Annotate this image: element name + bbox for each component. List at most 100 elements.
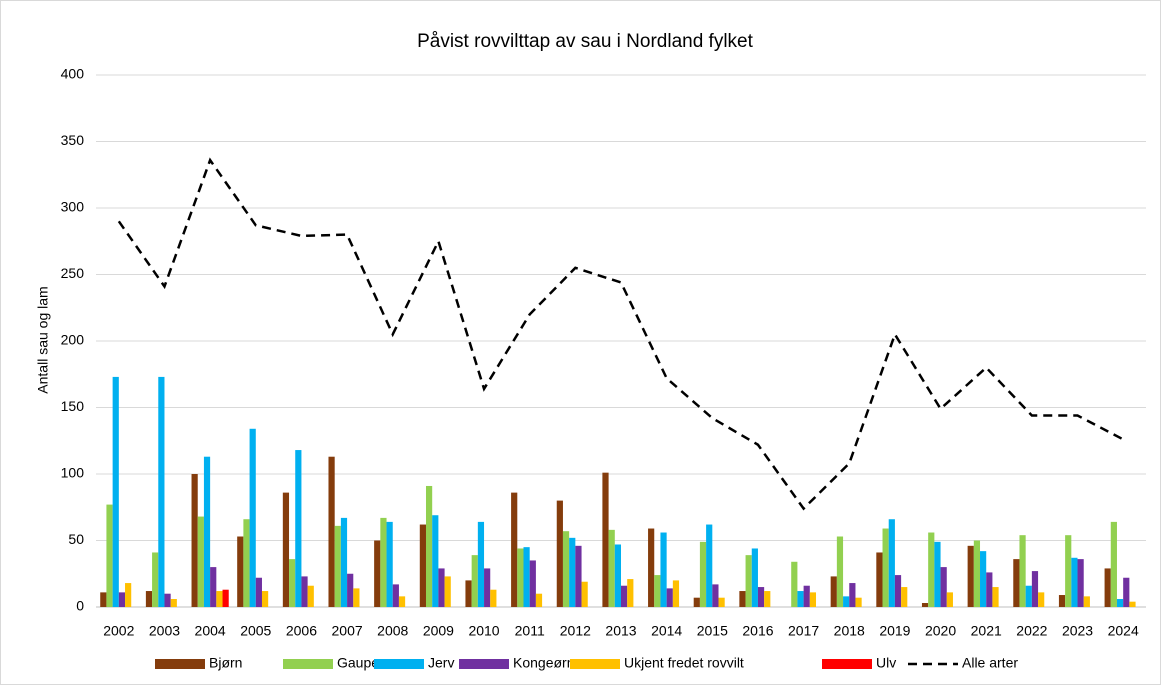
- legend-label: Alle arter: [962, 655, 1018, 671]
- bar: [712, 584, 719, 607]
- bar: [575, 545, 582, 607]
- legend-label: Bjørn: [209, 655, 242, 671]
- bar: [739, 591, 746, 607]
- bar: [535, 593, 543, 607]
- bar: [289, 559, 296, 607]
- bar: [170, 599, 177, 607]
- bar: [751, 548, 758, 607]
- bar: [602, 472, 609, 607]
- bar: [648, 528, 655, 607]
- legend-swatch: [459, 659, 509, 669]
- bar: [106, 504, 113, 607]
- bar: [1065, 535, 1072, 607]
- bar: [197, 516, 204, 607]
- bar: [158, 376, 165, 607]
- bar: [249, 428, 256, 607]
- line: [117, 157, 1124, 511]
- x-tick-label: 2024: [1108, 623, 1139, 639]
- bar: [699, 541, 707, 607]
- bar: [380, 517, 387, 607]
- bar: [654, 575, 661, 607]
- bar: [282, 492, 290, 607]
- x-tick-label: 2005: [240, 623, 271, 639]
- legend-swatch: [155, 659, 205, 669]
- bar: [191, 474, 198, 607]
- legend-label: Ukjent fredet rovvilt: [624, 655, 744, 671]
- bar: [295, 450, 302, 607]
- bar: [973, 540, 981, 607]
- bar: [569, 537, 576, 607]
- x-tick-label: 2017: [788, 623, 819, 639]
- bar: [340, 517, 348, 607]
- bar: [1116, 599, 1124, 607]
- bar: [608, 529, 615, 607]
- legend-swatch: [283, 659, 333, 669]
- bar: [797, 591, 804, 607]
- bar: [490, 589, 497, 607]
- bar: [745, 555, 752, 607]
- bar: [398, 596, 406, 607]
- x-tick-label: 2007: [332, 623, 363, 639]
- bar: [471, 555, 478, 607]
- bar: [465, 580, 472, 607]
- bar: [112, 376, 119, 607]
- bar: [210, 567, 217, 607]
- bar: [928, 532, 935, 607]
- bar: [672, 580, 680, 607]
- y-tick-label: 50: [68, 531, 84, 547]
- bar: [438, 568, 445, 607]
- bar: [614, 544, 621, 607]
- x-tick-label: 2019: [879, 623, 910, 639]
- legend-swatch: [570, 659, 620, 669]
- bar: [830, 576, 837, 607]
- bar: [980, 551, 987, 607]
- x-tick-label: 2023: [1062, 623, 1093, 639]
- bar: [100, 592, 107, 607]
- bar: [425, 485, 433, 607]
- x-tick-label: 2013: [605, 623, 636, 639]
- bar: [718, 597, 725, 607]
- bar: [517, 548, 524, 607]
- y-tick-label: 300: [61, 199, 85, 215]
- bar: [261, 591, 269, 607]
- x-tick-label: 2016: [742, 623, 773, 639]
- x-tick-label: 2018: [834, 623, 865, 639]
- bar: [392, 584, 399, 607]
- bar: [1077, 559, 1084, 607]
- y-tick-label: 350: [61, 132, 85, 148]
- bar: [1083, 596, 1090, 607]
- bar: [882, 528, 889, 607]
- bar: [477, 521, 485, 607]
- bar: [876, 552, 883, 607]
- bar: [145, 591, 153, 607]
- bar: [1071, 557, 1078, 607]
- bar: [706, 524, 713, 607]
- bar: [1104, 568, 1111, 607]
- x-tick-label: 2021: [971, 623, 1002, 639]
- bar: [1123, 577, 1130, 607]
- y-tick-label: 150: [61, 398, 85, 414]
- bar: [328, 456, 335, 607]
- bar: [374, 540, 381, 607]
- x-tick-label: 2010: [468, 623, 499, 639]
- x-tick-label: 2002: [103, 623, 134, 639]
- bar: [237, 536, 244, 607]
- bar: [986, 572, 993, 607]
- bar: [164, 593, 171, 607]
- bar: [843, 596, 850, 607]
- bar: [809, 592, 817, 607]
- bar: [334, 525, 341, 607]
- bar: [1019, 535, 1026, 607]
- bar: [1129, 601, 1136, 607]
- bar: [888, 519, 895, 607]
- x-tick-label: 2012: [560, 623, 591, 639]
- bar: [444, 576, 451, 607]
- chart-title: Påvist rovvilttap av sau i Nordland fylk…: [417, 31, 754, 52]
- y-tick-label: 250: [61, 265, 85, 281]
- x-tick-label: 2022: [1016, 623, 1047, 639]
- bar: [347, 573, 354, 607]
- legend-label: Gaupe: [337, 655, 379, 671]
- bar: [621, 585, 628, 607]
- bar: [432, 515, 439, 607]
- bar: [791, 561, 798, 607]
